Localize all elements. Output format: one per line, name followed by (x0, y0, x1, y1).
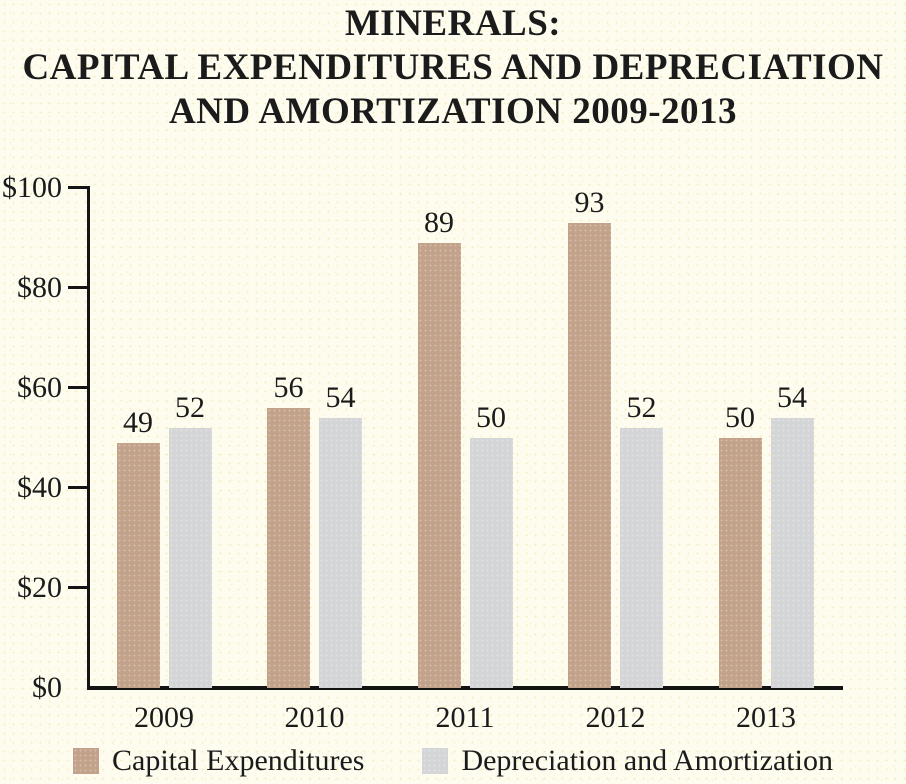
bar (319, 418, 362, 688)
chart-title-line-1: MINERALS: (344, 3, 562, 44)
bar (770, 418, 814, 688)
legend-label: Depreciation and Amortization (461, 744, 833, 777)
bar-value-label: 52 (175, 391, 205, 424)
x-tick-label: 2012 (585, 701, 646, 734)
y-tick (68, 286, 88, 289)
bar-value-label: 54 (777, 381, 807, 414)
bar-value-label: 93 (574, 186, 605, 219)
x-axis-line (87, 686, 843, 690)
bar-value-label: 50 (476, 401, 506, 434)
bar (469, 438, 513, 688)
bar (267, 408, 310, 688)
chart-title-line-2: CAPITAL EXPENDITURES AND DEPRECIATION (22, 47, 884, 88)
bar-value-label: 56 (273, 371, 304, 404)
y-tick-label: $100 (2, 171, 62, 204)
bar (116, 443, 160, 688)
x-tick-label: 2010 (284, 701, 345, 734)
y-tick (68, 486, 88, 489)
bar-value-label: 54 (325, 381, 356, 414)
y-tick (68, 186, 88, 189)
y-axis-line (87, 186, 90, 690)
legend-swatch (73, 748, 99, 774)
bar (620, 428, 663, 688)
legend-label: Capital Expenditures (112, 744, 365, 777)
y-tick (68, 586, 88, 589)
bar (168, 428, 212, 688)
bar-value-label: 52 (626, 391, 657, 424)
bar (718, 438, 762, 688)
bar-value-label: 50 (725, 401, 755, 434)
y-tick-label: $0 (32, 671, 62, 704)
y-tick-label: $40 (17, 471, 62, 504)
legend-item: Capital Expenditures (73, 745, 364, 777)
bar-value-label: 49 (123, 406, 153, 439)
chart-title: MINERALS: CAPITAL EXPENDITURES AND DEPRE… (0, 2, 906, 134)
x-tick-label: 2013 (736, 701, 796, 734)
legend-item: Depreciation and Amortization (422, 745, 833, 777)
bar (417, 243, 461, 688)
x-tick-label: 2011 (435, 701, 495, 734)
y-tick-label: $80 (17, 271, 62, 304)
bar (568, 223, 611, 688)
bar-value-label: 89 (424, 206, 454, 239)
legend-swatch (422, 748, 449, 774)
legend: Capital Expenditures Depreciation and Amo… (0, 745, 906, 777)
chart-title-line-3: AND AMORTIZATION 2009-2013 (168, 91, 738, 132)
x-tick-label: 2009 (134, 701, 194, 734)
y-tick-label: $60 (17, 371, 62, 404)
y-tick (68, 386, 88, 389)
y-tick-label: $20 (17, 571, 62, 604)
